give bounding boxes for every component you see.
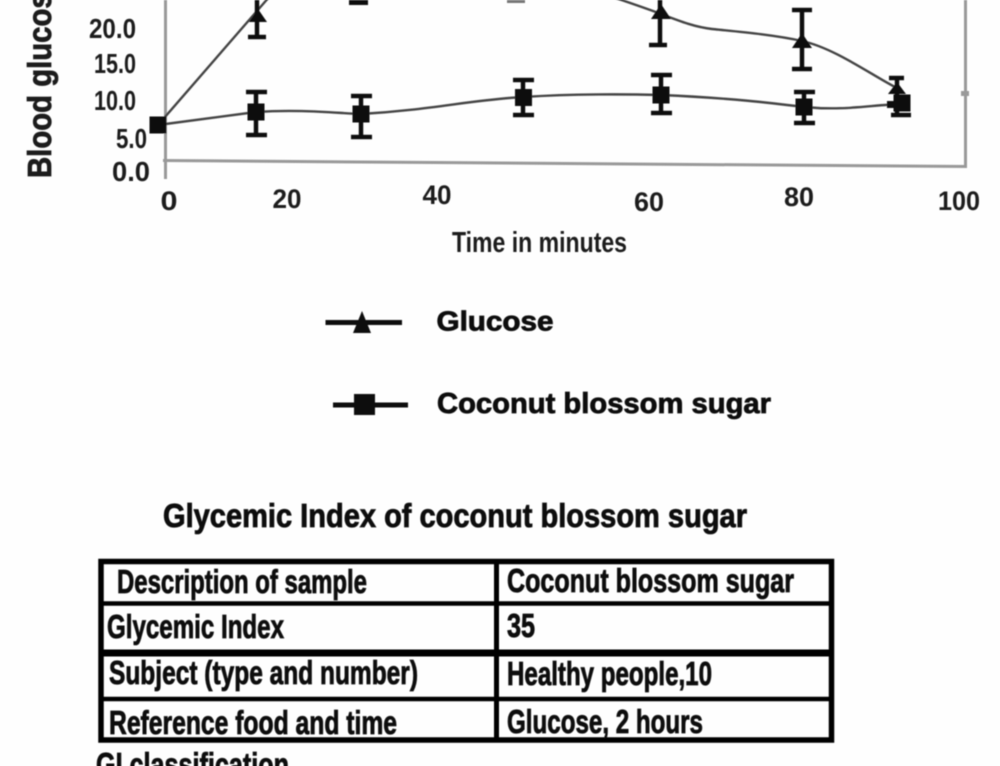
svg-text:35: 35 [507, 607, 535, 644]
svg-text:100: 100 [938, 186, 980, 216]
svg-text:40: 40 [423, 180, 452, 210]
svg-text:15.0: 15.0 [94, 48, 136, 79]
svg-text:Healthy people,10: Healthy people,10 [507, 655, 712, 692]
svg-text:60: 60 [634, 187, 664, 217]
svg-text:80: 80 [784, 182, 814, 212]
svg-text:Blood glucose: Blood glucose [21, 0, 58, 178]
svg-text:Time in minutes: Time in minutes [452, 227, 627, 259]
svg-text:Glycemic Index: Glycemic Index [107, 608, 284, 645]
svg-text:20.0: 20.0 [89, 13, 136, 44]
svg-text:Description of sample: Description of sample [117, 563, 367, 600]
svg-text:Coconut blossom sugar: Coconut blossom sugar [507, 562, 794, 599]
svg-text:Glucose, 2 hours: Glucose, 2 hours [507, 703, 703, 740]
svg-text:Glucose: Glucose [437, 306, 554, 337]
svg-text:Subject (type and number): Subject (type and number) [109, 654, 418, 691]
svg-text:Reference food and time: Reference food and time [109, 704, 397, 741]
svg-text:0.0: 0.0 [112, 156, 150, 187]
svg-text:5.0: 5.0 [116, 123, 147, 154]
svg-text:10.0: 10.0 [94, 85, 136, 116]
svg-text:0: 0 [161, 186, 178, 216]
svg-text:Coconut blossom sugar: Coconut blossom sugar [437, 388, 771, 420]
svg-text:GI classification: GI classification [96, 746, 289, 766]
svg-text:Glycemic Index of coconut blos: Glycemic Index of coconut blossom sugar [163, 497, 747, 534]
svg-text:20: 20 [273, 184, 302, 214]
